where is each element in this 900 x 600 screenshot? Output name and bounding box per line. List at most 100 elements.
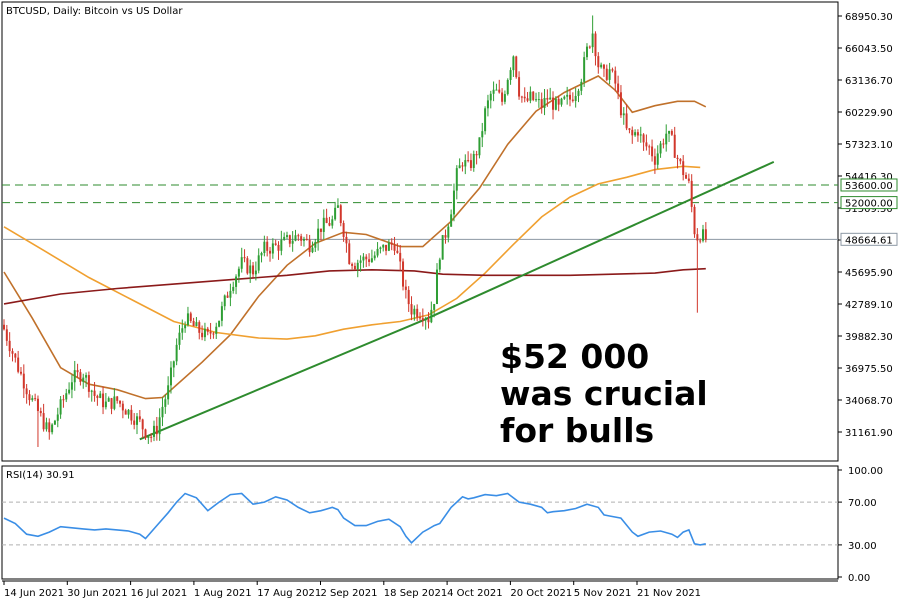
y-tick-label: 51509.50 [845,204,893,215]
candle-down [121,403,124,411]
candle-up [585,46,588,58]
y-tick-label: 36975.50 [845,364,893,375]
candle-up [452,190,455,215]
candle-down [368,259,371,262]
y-tick-label: 42789.10 [845,300,893,311]
candle-up [659,143,662,154]
candle-up [563,96,566,99]
candle-down [351,263,354,266]
candle-down [42,413,45,430]
candle-up [472,153,475,168]
candle-down [277,244,280,251]
candle-down [597,56,600,68]
candle-up [280,239,283,251]
candle-down [682,161,685,176]
candle-down [396,250,399,253]
price-tag-label: 48664.61 [845,235,893,246]
candle-down [540,99,543,108]
candle-down [266,241,269,251]
candle-up [430,309,433,323]
candle-up [158,417,161,435]
candle-up [379,247,382,249]
candle-up [424,319,427,321]
candle-up [356,262,359,270]
candle-down [348,243,351,264]
candle-up [186,313,189,326]
y-axis-ticks: 68950.30 66043.50 63136.70 60229.90 57323.10… [838,12,893,439]
candle-down [133,420,136,425]
candle-down [699,240,702,242]
candle-up [113,396,116,409]
candle-up [529,91,532,101]
candle-up [70,382,73,390]
rsi-tick-label: 100.00 [848,466,883,477]
candle-down [79,372,82,382]
candle-up [543,97,546,108]
candle-up [175,344,178,362]
candle-down [523,96,526,99]
ma-mid-line [3,165,701,340]
candle-up [232,286,235,291]
candle-up [240,257,243,269]
candle-up [59,399,62,415]
candle-up [82,377,85,382]
candle-up [495,89,498,91]
x-axis-ticks: 14 Jun 2021 30 Jun 2021 16 Jul 2021 1 Aug 2… [3,581,701,599]
candle-up [382,244,385,248]
candle-up [291,240,294,244]
candle-down [93,390,96,396]
candle-down [625,113,628,129]
candle-down [571,99,574,101]
candle-up [486,100,489,109]
candle-down [5,329,8,341]
candle-down [546,97,549,100]
candle-up [535,99,538,101]
candle-down [407,289,410,305]
candle-up [51,424,54,433]
candle-down [96,395,99,398]
candle-down [427,319,430,323]
candle-up [161,406,164,418]
candle-up [506,79,509,95]
candle-down [704,229,707,240]
candle-down [212,333,215,335]
candle-down [325,217,328,223]
candle-up [702,229,705,241]
price-tag-box [840,196,898,210]
candle-down [628,128,631,130]
y-tick-label: 68950.30 [845,12,893,23]
rsi-panel: 100.00 70.00 30.00 0.00 [2,466,883,584]
candle-up [583,57,586,82]
candle-down [670,130,673,135]
candle-up [639,134,642,136]
reference-lines [2,184,838,240]
candle-down [36,398,39,412]
candle-down [410,304,413,315]
candle-up [438,259,441,270]
candle-up [512,56,515,71]
candle-down [461,165,464,167]
candle-down [416,308,419,318]
candle-down [676,157,679,160]
candle-down [319,228,322,232]
candle-down [269,250,272,254]
x-tick-label: 16 Jul 2021 [131,588,188,599]
rsi-line [3,492,706,546]
rsi-title: RSI(14) 30.91 [6,470,75,481]
candle-down [619,92,622,116]
candle-down [518,77,521,97]
candle-up [249,265,252,274]
x-tick-label: 21 Nov 2021 [637,588,701,599]
candle-up [554,98,557,110]
candle-down [155,425,158,435]
candle-up [560,98,563,105]
candle-up [566,94,569,97]
candle-up [489,93,492,101]
candle-down [252,265,255,275]
candle-up [235,276,238,287]
candle-down [8,340,11,352]
candle-down [685,175,688,179]
candle-down [679,159,682,162]
candle-up [387,242,390,251]
candle-down [399,252,402,262]
